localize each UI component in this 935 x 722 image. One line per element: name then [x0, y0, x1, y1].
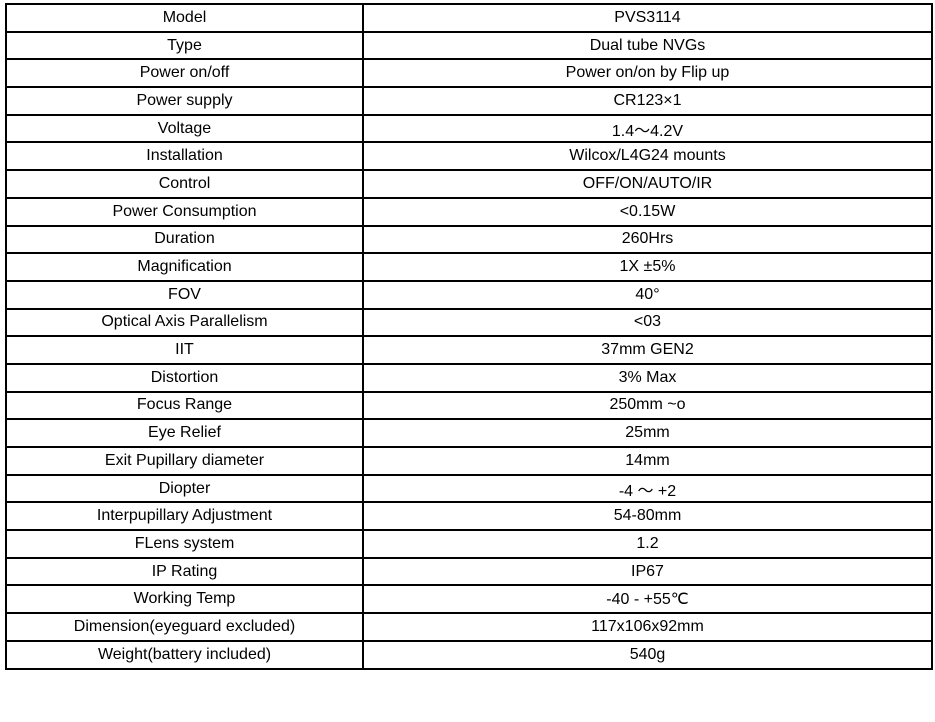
spec-value: <03 — [362, 307, 933, 338]
spec-label: Interpupillary Adjustment — [5, 501, 364, 532]
spec-value: 54-80mm — [362, 501, 933, 532]
table-row: Magnification 1X ±5% — [5, 252, 933, 282]
table-row: Type Dual tube NVGs — [5, 30, 933, 61]
table-row: Optical Axis Parallelism <03 — [5, 307, 933, 338]
spec-value: -40 - +55℃ — [362, 584, 933, 615]
spec-label: Power Consumption — [5, 196, 364, 227]
table-row: Dimension(eyeguard excluded) 117x106x92mm — [5, 612, 933, 642]
table-row: Focus Range 250mm ~o — [5, 390, 933, 421]
spec-value: 540g — [362, 639, 933, 670]
table-row: Distortion 3% Max — [5, 362, 933, 393]
spec-label: Distortion — [5, 362, 364, 393]
spec-label: IP Rating — [5, 556, 364, 587]
spec-label: Model — [5, 3, 364, 33]
table-row: Power supply CR123×1 — [5, 86, 933, 116]
spec-value: 25mm — [362, 418, 933, 448]
spec-value: 250mm ~o — [362, 390, 933, 421]
spec-label: FOV — [5, 279, 364, 310]
spec-label: Diopter — [5, 473, 364, 504]
table-row: Power on/off Power on/on by Flip up — [5, 58, 933, 89]
spec-label: Power supply — [5, 86, 364, 116]
spec-value: 117x106x92mm — [362, 612, 933, 642]
spec-value: Wilcox/L4G24 mounts — [362, 141, 933, 172]
spec-label: Type — [5, 30, 364, 61]
spec-table: Model PVS3114 Type Dual tube NVGs Power on/o… — [5, 3, 933, 670]
spec-value: 1.2 — [362, 529, 933, 559]
spec-value: PVS3114 — [362, 3, 933, 33]
spec-label: Dimension(eyeguard excluded) — [5, 612, 364, 642]
table-row: Voltage 1.4～4.2V — [5, 113, 933, 144]
spec-label: IIT — [5, 335, 364, 365]
table-row: Installation Wilcox/L4G24 mounts — [5, 141, 933, 172]
spec-label: Control — [5, 169, 364, 199]
spec-value: 3% Max — [362, 362, 933, 393]
spec-value: 1.4～4.2V — [362, 113, 933, 144]
table-row: Weight(battery included) 540g — [5, 639, 933, 670]
table-row: FLens system 1.2 — [5, 529, 933, 559]
table-row: Model PVS3114 — [5, 3, 933, 33]
table-row: Control OFF/ON/AUTO/IR — [5, 169, 933, 199]
spec-value: <0.15W — [362, 196, 933, 227]
spec-value: 260Hrs — [362, 224, 933, 255]
spec-label: Focus Range — [5, 390, 364, 421]
table-row: IIT 37mm GEN2 — [5, 335, 933, 365]
spec-value: 37mm GEN2 — [362, 335, 933, 365]
spec-label: Duration — [5, 224, 364, 255]
table-row: Exit Pupillary diameter 14mm — [5, 446, 933, 476]
table-row: Duration 260Hrs — [5, 224, 933, 255]
spec-label: Optical Axis Parallelism — [5, 307, 364, 338]
spec-label: Weight(battery included) — [5, 639, 364, 670]
spec-value: -4 ～ +2 — [362, 473, 933, 504]
spec-label: Exit Pupillary diameter — [5, 446, 364, 476]
spec-label: Eye Relief — [5, 418, 364, 448]
spec-label: Working Temp — [5, 584, 364, 615]
table-row: Working Temp -40 - +55℃ — [5, 584, 933, 615]
spec-value: IP67 — [362, 556, 933, 587]
spec-label: Voltage — [5, 113, 364, 144]
table-row: FOV 40° — [5, 279, 933, 310]
table-row: Power Consumption <0.15W — [5, 196, 933, 227]
spec-value: Power on/on by Flip up — [362, 58, 933, 89]
spec-label: FLens system — [5, 529, 364, 559]
spec-label: Power on/off — [5, 58, 364, 89]
spec-value: OFF/ON/AUTO/IR — [362, 169, 933, 199]
table-row: Diopter -4 ～ +2 — [5, 473, 933, 504]
table-row: Eye Relief 25mm — [5, 418, 933, 448]
spec-value: 1X ±5% — [362, 252, 933, 282]
table-row: Interpupillary Adjustment 54-80mm — [5, 501, 933, 532]
spec-label: Installation — [5, 141, 364, 172]
spec-value: CR123×1 — [362, 86, 933, 116]
table-row: IP Rating IP67 — [5, 556, 933, 587]
spec-label: Magnification — [5, 252, 364, 282]
spec-value: Dual tube NVGs — [362, 30, 933, 61]
spec-value: 40° — [362, 279, 933, 310]
spec-value: 14mm — [362, 446, 933, 476]
